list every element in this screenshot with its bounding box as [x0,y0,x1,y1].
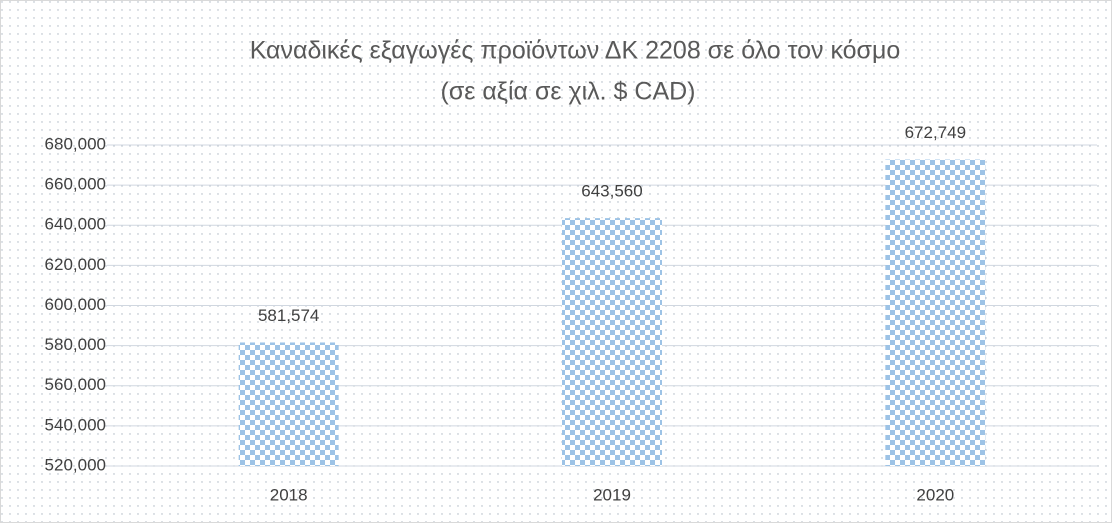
chart-title: Καναδικές εξαγωγές προϊόντων ΔΚ 2208 σε … [250,37,901,65]
y-tick-label: 600,000 [45,295,106,314]
bar [238,342,339,466]
y-tick-label: 620,000 [45,255,106,274]
y-tick-label: 640,000 [45,215,106,234]
y-tick-label: 680,000 [45,134,106,153]
x-tick-label: 2020 [916,485,954,504]
y-tick-label: 580,000 [45,335,106,354]
x-tick-label: 2018 [270,485,308,504]
bar [562,218,662,466]
data-label: 643,560 [581,182,642,201]
y-tick-label: 520,000 [45,455,106,474]
y-tick-label: 540,000 [45,415,106,434]
y-tick-label: 660,000 [45,175,106,194]
data-label: 672,749 [905,123,966,142]
y-tick-label: 560,000 [45,375,106,394]
chart-subtitle: (σε αξία σε χιλ. $ CAD) [441,78,696,106]
x-tick-label: 2019 [593,485,631,504]
data-label: 581,574 [258,306,319,325]
bar [885,159,986,467]
